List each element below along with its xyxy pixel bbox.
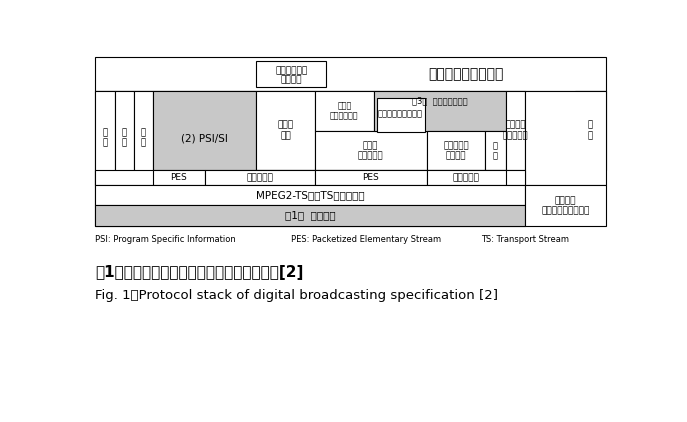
Bar	[256, 61, 326, 87]
Bar	[95, 57, 606, 91]
Text: 各種通信
プロトコル: 各種通信 プロトコル	[503, 121, 528, 140]
Bar	[95, 91, 526, 226]
Text: PSI: Program Specific Information: PSI: Program Specific Information	[95, 235, 236, 244]
Bar	[315, 170, 427, 185]
Text: モノメディア符号化: モノメディア符号化	[378, 109, 423, 118]
Bar	[205, 170, 315, 185]
Text: 拡
張: 拡 張	[102, 128, 108, 148]
Text: Fig. 1　Protocol stack of digital broadcasting specification [2]: Fig. 1 Protocol stack of digital broadca…	[95, 289, 498, 302]
Bar	[376, 98, 425, 132]
Text: データ放送サービス: データ放送サービス	[428, 67, 504, 81]
Bar	[95, 205, 526, 226]
Bar	[526, 91, 606, 185]
Bar	[95, 185, 526, 205]
Bar	[374, 91, 506, 132]
Text: PES: PES	[362, 173, 379, 182]
Bar	[575, 91, 606, 170]
Text: （1）  伝送方式: （1） 伝送方式	[285, 211, 335, 220]
Bar	[95, 170, 526, 185]
Text: 双方向網
（固定網・携帯網）: 双方向網 （固定網・携帯網）	[541, 196, 589, 216]
Text: カルーセル
伝送方式: カルーセル 伝送方式	[443, 141, 469, 160]
Text: 拡
張: 拡 張	[493, 141, 498, 160]
Text: （3）  データ放送方式: （3） データ放送方式	[412, 96, 468, 106]
Text: サービス: サービス	[280, 75, 302, 84]
Text: MPEG2-TS　（TSパケット）: MPEG2-TS （TSパケット）	[256, 190, 365, 200]
Text: セクション: セクション	[247, 173, 273, 182]
Text: (2) PSI/SI: (2) PSI/SI	[181, 133, 228, 143]
Text: 拡
張: 拡 張	[588, 121, 593, 140]
Bar	[95, 91, 115, 185]
Bar	[153, 91, 256, 185]
Text: データ
ストリーム: データ ストリーム	[358, 141, 383, 160]
Bar	[506, 91, 526, 170]
Text: セクション: セクション	[453, 173, 480, 182]
Bar	[315, 91, 374, 132]
Text: PES: PES	[170, 173, 188, 182]
Bar	[427, 170, 506, 185]
Text: TS: Transport Stream: TS: Transport Stream	[481, 235, 569, 244]
Text: テレビ・音声: テレビ・音声	[275, 66, 307, 75]
Bar	[485, 132, 506, 170]
Text: 字幕・
文字スーパー: 字幕・ 文字スーパー	[330, 101, 359, 121]
Text: 第1図　デジタル放送のプロトコルスタック[2]: 第1図 デジタル放送のプロトコルスタック[2]	[95, 265, 304, 280]
Bar	[256, 91, 315, 170]
Bar	[427, 132, 485, 170]
Bar	[153, 170, 205, 185]
Bar	[526, 185, 606, 226]
Text: 拡
張: 拡 張	[122, 128, 127, 148]
Bar	[315, 132, 427, 170]
Bar	[115, 91, 134, 185]
Text: PES: Packetized Elementary Stream: PES: Packetized Elementary Stream	[291, 235, 441, 244]
Text: 映像・
音声: 映像・ 音声	[278, 121, 293, 140]
Text: 拡
張: 拡 張	[141, 128, 146, 148]
Bar	[134, 91, 153, 185]
